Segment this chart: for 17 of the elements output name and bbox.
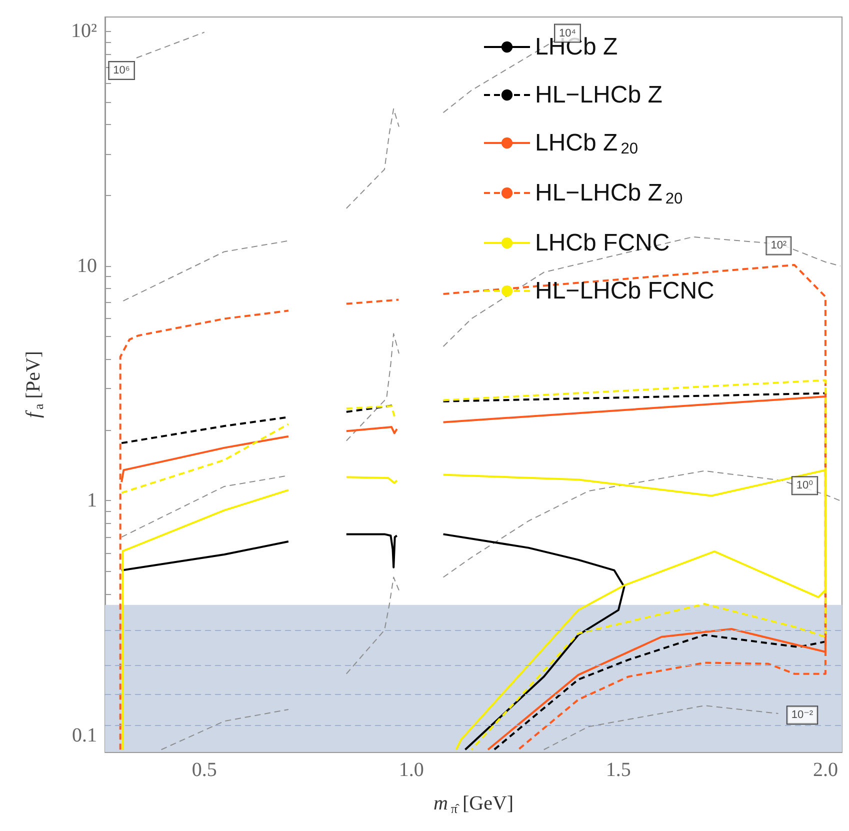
y-axis-title: fa [PeV] [22, 350, 46, 418]
y-tick-label: 10 [77, 254, 97, 277]
line-series [543, 705, 779, 750]
y-tick-label: 1 [87, 490, 97, 512]
annotation: 10⁶ [113, 64, 130, 77]
annotation: 10⁰ [796, 480, 814, 492]
x-tick-label: 1.5 [606, 759, 631, 781]
x-tick-label: 0.5 [192, 759, 217, 781]
legend-label: HL−LHCb FCNC [535, 278, 714, 304]
annotation: 10⁻² [791, 709, 814, 722]
y-tick-label: 0.1 [72, 724, 97, 746]
legend-label: LHCb FCNC [535, 230, 670, 256]
legend-label: HL−LHCb Z [535, 82, 662, 108]
x-tick-label: 2.0 [812, 759, 838, 781]
y-tick-label: 10² [71, 20, 97, 42]
annotation: 10² [770, 240, 787, 252]
x-tick-label: 1.0 [398, 759, 424, 781]
